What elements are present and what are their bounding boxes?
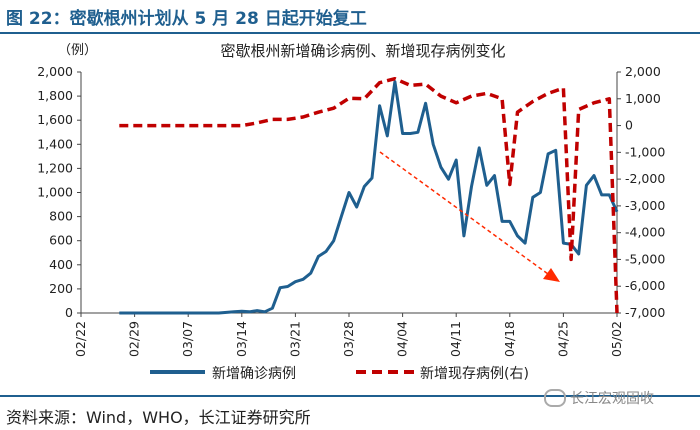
y-left-tick-label: 1,000: [37, 185, 73, 200]
y-right-tick-label: -2,000: [625, 171, 665, 186]
unit-label: （例）: [58, 43, 97, 58]
y-right-tick-label: -4,000: [625, 225, 665, 240]
y-left-tick-label: 200: [49, 281, 73, 296]
y-left-tick-label: 0: [65, 305, 73, 320]
x-tick-label: 05/02: [609, 321, 624, 357]
wechat-icon: [544, 389, 566, 407]
x-tick-label: 03/14: [234, 321, 249, 357]
y-right-tick-label: 0: [625, 118, 633, 133]
x-tick-label: 03/21: [287, 321, 302, 357]
y-left-tick-label: 1,800: [37, 88, 73, 103]
series-line-active: [119, 76, 619, 314]
y-left-tick-label: 1,600: [37, 112, 73, 127]
y-left-tick-label: 800: [49, 209, 73, 224]
legend: 新增确诊病例 新增现存病例(右): [150, 366, 529, 382]
watermark-text: 长江宏观固收: [570, 391, 654, 407]
x-tick-label: 04/11: [448, 321, 463, 357]
legend-label-active: 新增现存病例(右): [420, 366, 529, 382]
y-right-tick-label: -6,000: [625, 278, 665, 293]
y-right-tick-label: -1,000: [625, 144, 665, 159]
y-right-tick-label: 2,000: [625, 64, 661, 79]
y-left-tick-label: 400: [49, 257, 73, 272]
y-left-tick-label: 1,200: [37, 160, 73, 175]
x-tick-label: 03/28: [341, 321, 356, 357]
y-right-tick-label: 1,000: [625, 91, 661, 106]
chart-title: 密歇根州新增确诊病例、新增现存病例变化: [220, 42, 505, 60]
x-tick-label: 02/29: [127, 321, 142, 357]
y-left-tick-label: 2,000: [37, 64, 73, 79]
chart: 密歇根州新增确诊病例、新增现存病例变化 （例） 0 200 400 600 800 1,0…: [37, 42, 665, 382]
x-tick-label: 04/18: [502, 321, 517, 357]
x-tick-label: 03/07: [180, 321, 195, 357]
x-tick-label: 04/04: [395, 321, 410, 357]
title-rule: [0, 32, 700, 34]
y-left-tick-label: 600: [49, 233, 73, 248]
y-right-tick-label: -7,000: [625, 305, 665, 320]
figure-title: 图 22：密歇根州计划从 5 月 28 日起开始复工: [6, 9, 367, 29]
series-line-confirmed: [119, 80, 619, 315]
source-note: 资料来源：Wind，WHO，长江证券研究所: [6, 408, 311, 427]
footer-rule: [0, 395, 700, 397]
trend-arrow: [379, 151, 560, 282]
legend-label-confirmed: 新增确诊病例: [212, 366, 296, 382]
y-left-tick-label: 1,400: [37, 136, 73, 151]
watermark: 长江宏观固收: [544, 388, 654, 408]
y-right-tick-label: -3,000: [625, 198, 665, 213]
y-right-tick-label: -5,000: [625, 251, 665, 266]
x-tick-label: 04/25: [555, 321, 570, 357]
x-tick-label: 02/22: [73, 321, 88, 357]
